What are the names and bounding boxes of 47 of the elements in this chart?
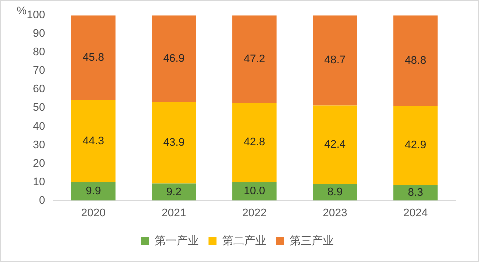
legend-label: 第三产业 [290,234,334,248]
bar [152,184,196,201]
data-label: 44.3 [82,135,104,148]
data-label: 8.9 [328,186,343,199]
legend-label: 第一产业 [154,234,199,248]
bar [152,16,196,102]
y-tick-label: 90 [33,28,46,40]
y-axis-title: % [17,6,27,18]
data-label: 43.9 [163,137,185,150]
bar [71,16,116,100]
data-label: 9.2 [166,186,182,198]
y-tick-label: 100 [26,10,46,22]
data-label: 48.8 [405,54,426,67]
legend-label: 第二产业 [222,234,266,248]
y-tick-label: 60 [33,84,46,96]
data-label: 42.4 [324,139,346,152]
y-tick-label: 10 [33,176,46,188]
data-label: 10.0 [244,186,266,198]
data-label: 47.2 [244,53,266,66]
data-label: 42.9 [405,140,426,152]
data-label: 46.9 [163,53,185,66]
bar [71,100,116,182]
x-tick-label: 2024 [403,207,428,220]
x-tick-label: 2022 [242,207,267,220]
y-tick-label: 50 [33,102,46,114]
bar [313,106,358,184]
bar [394,16,438,106]
y-tick-label: 70 [33,65,46,78]
y-tick-label: 30 [33,139,46,152]
bar [394,106,438,186]
y-tick-label: 0 [39,194,46,207]
y-tick-label: 40 [33,120,46,133]
x-tick-label: 2020 [81,207,106,220]
data-label: 42.8 [244,136,266,149]
data-label: 48.7 [324,54,346,67]
y-tick-label: 20 [33,158,46,170]
x-tick-label: 2021 [162,207,186,220]
y-tick-label: 80 [33,46,46,59]
bar [232,16,277,104]
bar [232,103,277,182]
data-label: 8.3 [408,187,424,200]
bar [313,16,358,106]
bar [71,182,116,201]
data-label: 45.8 [82,52,104,64]
bar [152,102,196,184]
data-label: 9.9 [86,186,102,198]
x-tick-label: 2023 [322,207,348,220]
